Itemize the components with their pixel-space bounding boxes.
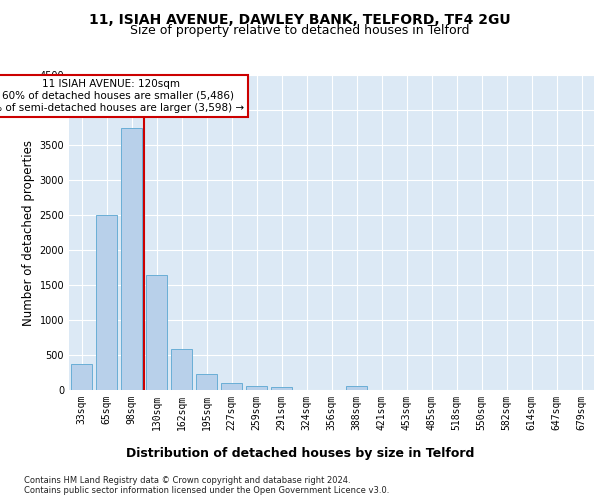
Text: 11 ISIAH AVENUE: 120sqm
← 60% of detached houses are smaller (5,486)
39% of semi: 11 ISIAH AVENUE: 120sqm ← 60% of detache… [0, 80, 244, 112]
Bar [96, 215, 117, 390]
Text: Contains public sector information licensed under the Open Government Licence v3: Contains public sector information licen… [24, 486, 389, 495]
Y-axis label: Number of detached properties: Number of detached properties [22, 140, 35, 326]
Bar [246, 386, 267, 390]
Text: 11, ISIAH AVENUE, DAWLEY BANK, TELFORD, TF4 2GU: 11, ISIAH AVENUE, DAWLEY BANK, TELFORD, … [89, 12, 511, 26]
Bar [196, 374, 217, 390]
Text: Distribution of detached houses by size in Telford: Distribution of detached houses by size … [126, 448, 474, 460]
Bar [146, 275, 167, 390]
Bar [221, 382, 242, 390]
Bar [171, 348, 192, 390]
Bar [71, 364, 92, 390]
Bar [121, 128, 142, 390]
Bar [346, 386, 367, 390]
Text: Contains HM Land Registry data © Crown copyright and database right 2024.: Contains HM Land Registry data © Crown c… [24, 476, 350, 485]
Text: Size of property relative to detached houses in Telford: Size of property relative to detached ho… [130, 24, 470, 37]
Bar [271, 387, 292, 390]
